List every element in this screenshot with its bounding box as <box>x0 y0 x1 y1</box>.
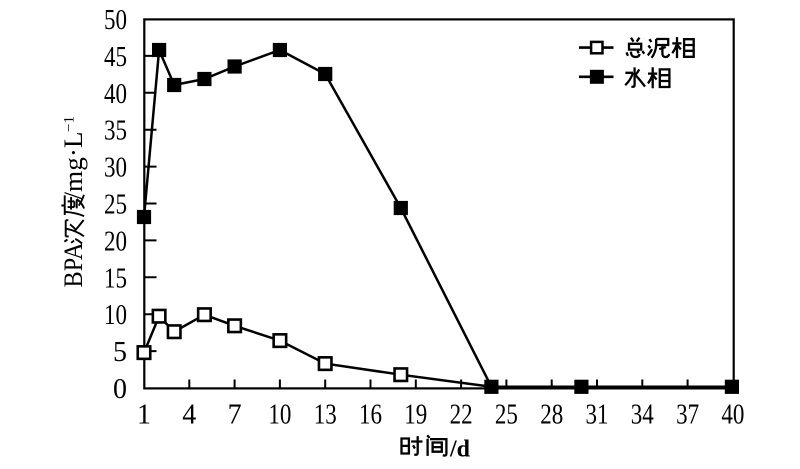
svg-text:BPA: BPA <box>59 242 88 287</box>
svg-text:45: 45 <box>104 42 127 73</box>
svg-text:10: 10 <box>104 300 127 331</box>
svg-text:30: 30 <box>104 153 127 184</box>
svg-text:16: 16 <box>359 399 382 430</box>
svg-text:40: 40 <box>721 399 744 430</box>
svg-text:40: 40 <box>104 79 127 110</box>
svg-text:31: 31 <box>586 399 609 430</box>
svg-text:−1: −1 <box>62 116 78 132</box>
svg-text:10: 10 <box>268 399 291 430</box>
svg-text:25: 25 <box>495 399 518 430</box>
svg-text:37: 37 <box>676 399 699 430</box>
svg-text:5: 5 <box>113 337 127 368</box>
svg-text:19: 19 <box>404 399 427 430</box>
svg-text:25: 25 <box>104 190 127 221</box>
svg-text:28: 28 <box>540 399 563 430</box>
svg-text:22: 22 <box>450 399 473 430</box>
svg-text:34: 34 <box>631 399 654 430</box>
svg-text:35: 35 <box>104 116 127 147</box>
svg-text:0: 0 <box>113 374 127 405</box>
svg-text:13: 13 <box>314 399 337 430</box>
svg-text:15: 15 <box>104 263 127 294</box>
svg-text:4: 4 <box>182 399 196 430</box>
svg-text:/d: /d <box>449 437 471 463</box>
svg-text:1: 1 <box>137 399 151 430</box>
svg-text:20: 20 <box>104 226 127 257</box>
svg-text:7: 7 <box>228 399 242 430</box>
svg-text:50: 50 <box>104 5 127 36</box>
svg-text:/mg·L: /mg·L <box>59 132 88 200</box>
